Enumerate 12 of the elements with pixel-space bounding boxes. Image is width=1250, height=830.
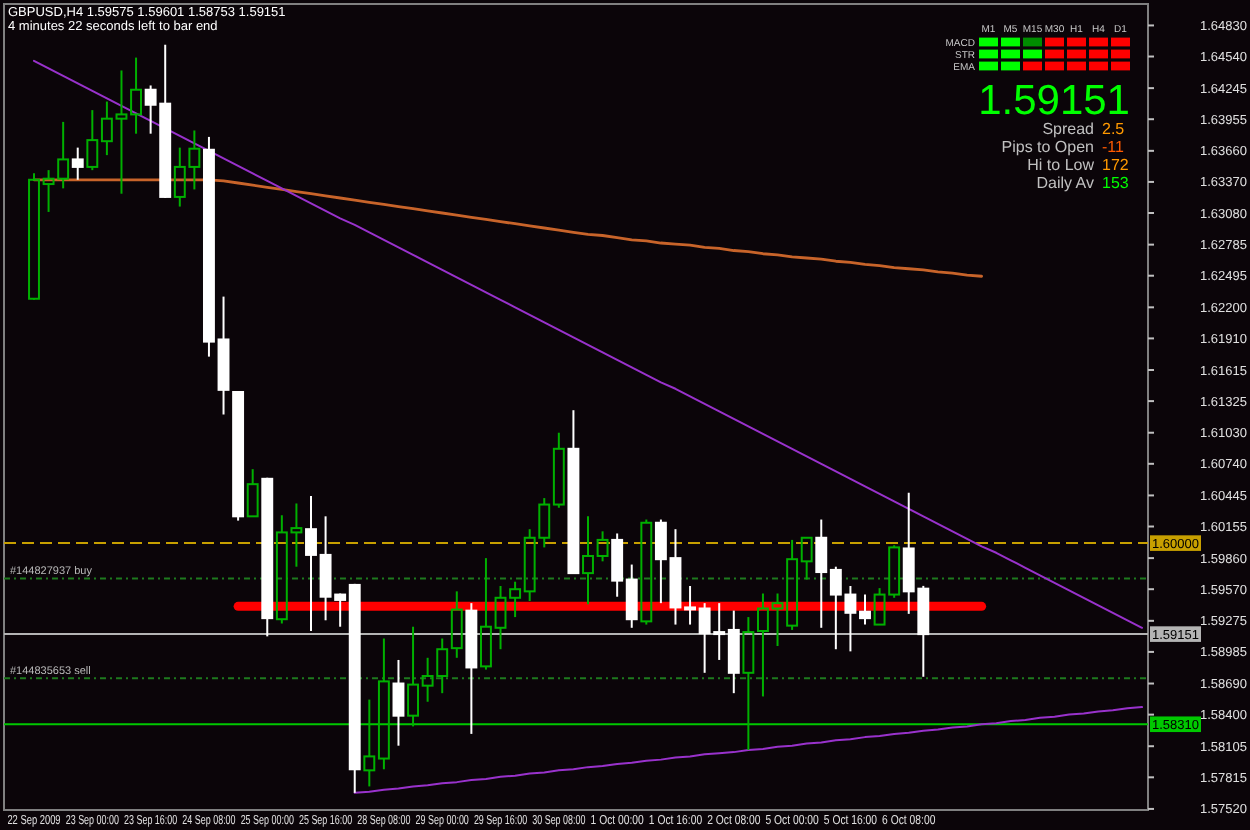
annotation: Daily Av [1036,174,1094,192]
annotation: 153 [1102,174,1130,192]
candlestick [392,658,405,747]
annotation: Pips to Open [1001,138,1094,156]
annotation: -11 [1102,138,1126,156]
annotation: 1.59151 [978,78,1130,124]
annotation: Spread [1042,120,1094,138]
annotation: 172 [1102,156,1130,174]
candlestick [465,602,478,735]
annotation: Hi to Low [1027,156,1095,174]
annotation: 2.5 [1102,120,1126,138]
line-series [353,706,1143,794]
